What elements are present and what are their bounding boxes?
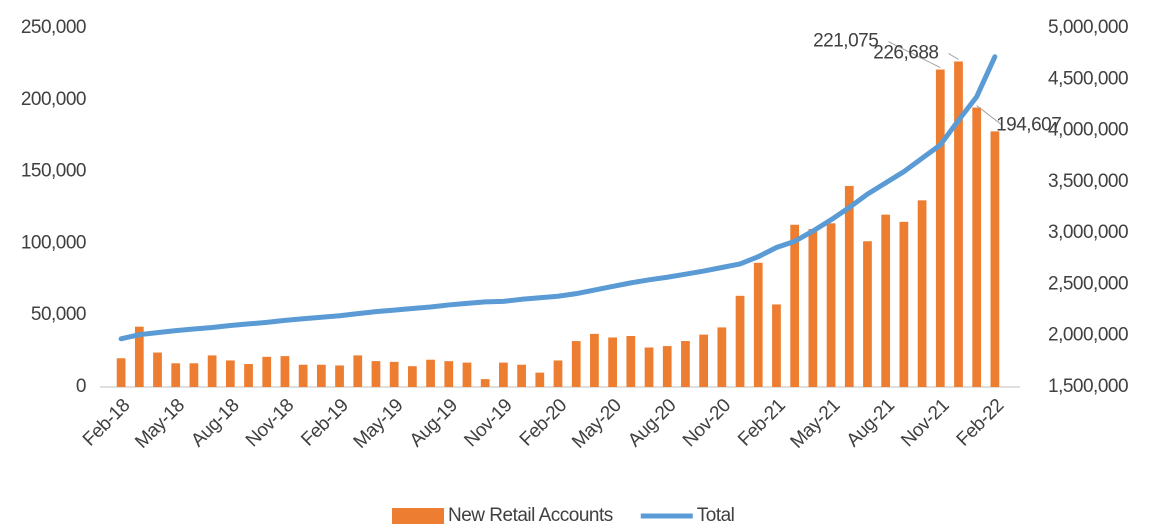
data-label: 226,688	[873, 42, 938, 63]
bar	[225, 360, 235, 387]
y2-tick-label: 4,500,000	[1048, 68, 1128, 89]
x-tick-label: Feb-19	[297, 395, 352, 450]
x-tick-label: May-20	[568, 395, 626, 453]
x-tick-label: Aug-19	[406, 395, 462, 451]
bar	[790, 224, 800, 387]
bar	[189, 363, 199, 387]
bar	[389, 361, 399, 387]
y-tick-label: 0	[76, 376, 86, 397]
bar	[517, 364, 526, 387]
bar	[662, 346, 672, 387]
bar	[972, 107, 982, 388]
bar	[316, 364, 326, 387]
x-tick-label: Aug-18	[187, 395, 243, 451]
bar	[954, 61, 963, 387]
data-label: 194,607	[996, 115, 1061, 136]
bar	[772, 304, 781, 387]
bar	[626, 336, 636, 387]
data-label: 221,075	[813, 31, 878, 52]
bar	[116, 358, 126, 387]
bar	[990, 131, 1000, 387]
bar	[699, 334, 709, 387]
bar	[499, 362, 508, 387]
x-tick-label: Feb-22	[953, 395, 1008, 450]
x-tick-label: Nov-20	[679, 395, 735, 451]
y-tick-label: 100,000	[21, 232, 86, 253]
x-tick-label: Nov-21	[897, 395, 953, 451]
bar	[535, 372, 545, 387]
x-tick-label: Aug-20	[624, 395, 680, 451]
x-tick-label: Feb-21	[734, 395, 789, 450]
line	[118, 54, 998, 342]
legend-swatch	[392, 508, 444, 524]
bar	[462, 362, 472, 387]
y2-tick-label: 3,000,000	[1048, 222, 1128, 243]
bar	[335, 365, 344, 387]
legend-label: Total	[697, 505, 735, 526]
bar	[280, 356, 290, 387]
y2-tick-label: 5,000,000	[1048, 17, 1128, 38]
bar	[553, 360, 563, 387]
bar	[480, 379, 490, 387]
bar	[917, 200, 927, 387]
bar	[590, 333, 599, 387]
bar	[207, 355, 217, 387]
bar	[899, 221, 909, 387]
bar	[171, 363, 181, 387]
bar	[444, 361, 454, 387]
bar	[244, 364, 253, 387]
bar	[153, 352, 162, 387]
bar	[753, 262, 763, 387]
bar	[826, 223, 836, 387]
y2-tick-label: 4,000,000	[1048, 120, 1128, 141]
x-tick-label: Aug-21	[843, 395, 899, 451]
bar	[407, 366, 417, 387]
bar	[371, 361, 381, 387]
bar	[134, 326, 144, 387]
bar	[426, 359, 435, 387]
y-tick-label: 50,000	[31, 304, 86, 325]
y2-tick-label: 2,500,000	[1048, 273, 1128, 294]
bar	[571, 341, 581, 387]
x-tick-label: May-21	[787, 395, 845, 453]
y2-tick-label: 2,000,000	[1048, 325, 1128, 346]
leader-line	[976, 105, 1003, 126]
legend-label: New Retail Accounts	[448, 505, 613, 526]
bar	[353, 355, 363, 387]
bar	[735, 295, 745, 387]
bar	[717, 327, 727, 387]
bar	[681, 341, 690, 387]
y-tick-label: 200,000	[21, 89, 86, 110]
y-tick-label: 250,000	[21, 17, 86, 38]
x-tick-label: Feb-18	[79, 395, 134, 450]
bar	[298, 364, 308, 387]
x-tick-label: Nov-18	[242, 395, 298, 451]
leader-line	[948, 53, 959, 60]
x-tick-label: Nov-19	[460, 395, 516, 451]
leader-line	[888, 41, 941, 68]
bar	[935, 69, 945, 387]
bar	[881, 214, 891, 387]
bar	[863, 241, 872, 387]
x-tick-label: Feb-20	[516, 395, 571, 450]
bar	[608, 337, 617, 387]
y2-tick-label: 3,500,000	[1048, 171, 1128, 192]
x-tick-label: May-19	[350, 395, 408, 453]
y-tick-label: 150,000	[21, 161, 86, 182]
bar	[262, 356, 272, 387]
y2-tick-label: 1,500,000	[1048, 376, 1128, 397]
bar	[844, 185, 854, 387]
bar	[808, 229, 818, 387]
bar	[644, 347, 654, 387]
x-tick-label: May-18	[131, 395, 189, 453]
